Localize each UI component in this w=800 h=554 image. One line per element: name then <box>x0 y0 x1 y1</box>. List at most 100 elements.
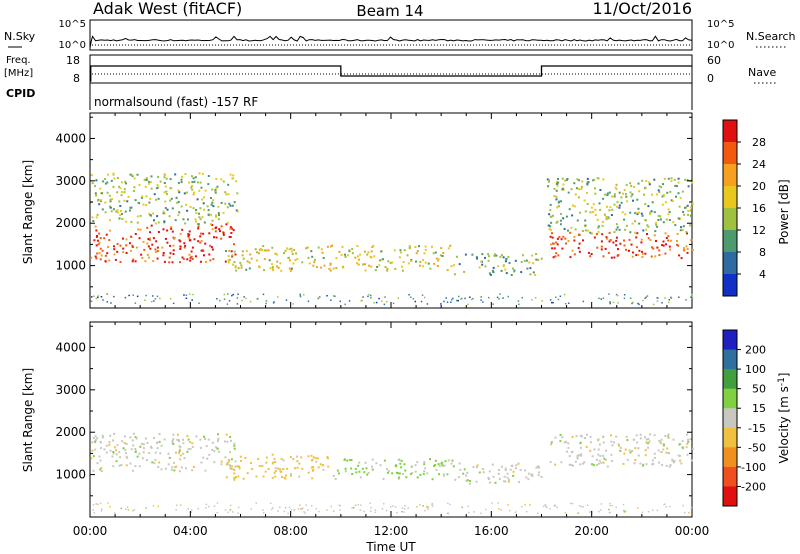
echo-cell <box>662 448 665 451</box>
echo-cell <box>447 502 449 505</box>
echo-cell <box>272 507 274 509</box>
echo-cell <box>535 466 538 469</box>
echo-cell <box>489 273 492 276</box>
echo-cell <box>220 460 223 463</box>
echo-cell <box>106 181 109 184</box>
echo-cell <box>187 438 190 441</box>
echo-cell <box>640 241 643 244</box>
echo-cell <box>112 452 115 455</box>
echo-cell <box>299 504 301 506</box>
echo-cell <box>327 457 329 460</box>
echo-cell <box>669 239 672 242</box>
echo-cell <box>584 437 587 440</box>
echo-cell <box>495 254 498 257</box>
colorbar-swatch <box>723 142 737 165</box>
echo-cell <box>559 440 562 443</box>
echo-cell <box>615 223 618 226</box>
echo-cell <box>465 474 468 477</box>
echo-cell <box>226 303 229 305</box>
echo-cell <box>549 225 552 228</box>
echo-cell <box>586 504 589 506</box>
echo-cell <box>632 301 634 304</box>
echo-cell <box>296 258 299 261</box>
echo-cell <box>125 252 128 254</box>
echo-cell <box>312 264 315 267</box>
echo-cell <box>91 296 93 298</box>
echo-cell <box>597 462 600 465</box>
echo-cell <box>170 468 173 471</box>
echo-cell <box>420 300 423 303</box>
echo-cell <box>126 506 129 508</box>
echo-cell <box>326 245 329 248</box>
echo-cell <box>358 461 361 464</box>
echo-cell <box>131 439 134 442</box>
echo-cell <box>179 504 182 506</box>
echo-cell <box>485 508 487 511</box>
echo-cell <box>320 266 323 269</box>
echo-cell <box>595 233 598 235</box>
echo-cell <box>116 209 119 212</box>
echo-cell <box>274 252 277 255</box>
velocity-range-axis-label: Slant Range [km] <box>21 368 35 472</box>
echo-cell <box>179 448 181 451</box>
echo-cell <box>677 192 680 195</box>
echo-cell <box>150 224 153 227</box>
echo-cell <box>99 237 102 240</box>
echo-cell <box>502 297 504 299</box>
time-tick-label: 08:00 <box>273 524 308 538</box>
echo-cell <box>624 193 627 195</box>
echo-cell <box>195 255 197 258</box>
echo-cell <box>100 254 103 257</box>
echo-cell <box>285 474 287 477</box>
echo-cell <box>112 439 114 442</box>
echo-cell <box>204 437 206 440</box>
echo-cell <box>625 224 628 227</box>
echo-cell <box>293 509 296 511</box>
echo-cell <box>678 254 681 257</box>
echo-cell <box>426 472 429 475</box>
echo-cell <box>177 214 180 217</box>
echo-cell <box>373 302 375 304</box>
echo-cell <box>600 240 603 243</box>
echo-cell <box>248 261 251 264</box>
echo-cell <box>452 465 455 468</box>
echo-cell <box>580 453 582 456</box>
echo-cell <box>628 238 631 241</box>
echo-cell <box>92 220 95 222</box>
echo-cell <box>122 251 125 253</box>
echo-cell <box>654 230 657 233</box>
echo-cell <box>401 507 404 509</box>
echo-cell <box>551 232 553 235</box>
echo-cell <box>348 249 351 252</box>
echo-cell <box>503 475 506 478</box>
echo-cell <box>175 509 177 511</box>
echo-cell <box>664 201 667 204</box>
echo-cell <box>227 261 230 264</box>
echo-cell <box>147 245 150 248</box>
echo-cell <box>189 293 191 295</box>
echo-cell <box>584 219 587 222</box>
echo-cell <box>665 506 667 508</box>
echo-cell <box>658 439 661 442</box>
echo-cell <box>597 225 600 228</box>
echo-cell <box>115 460 118 463</box>
echo-cell <box>574 228 577 231</box>
echo-cell <box>661 203 664 206</box>
echo-cell <box>415 260 417 263</box>
echo-cell <box>405 476 408 479</box>
echo-cell <box>310 250 313 253</box>
echo-cell <box>350 467 353 470</box>
echo-cell <box>291 267 293 270</box>
echo-cell <box>527 472 530 475</box>
echo-cell <box>537 474 540 477</box>
echo-cell <box>563 228 566 230</box>
echo-cell <box>164 467 167 470</box>
echo-cell <box>116 211 119 214</box>
echo-cell <box>177 200 180 203</box>
echo-cell <box>311 505 313 507</box>
echo-cell <box>207 214 210 217</box>
echo-cell <box>223 298 226 300</box>
echo-cell <box>124 296 127 299</box>
echo-cell <box>641 250 644 253</box>
echo-cell <box>653 452 656 455</box>
